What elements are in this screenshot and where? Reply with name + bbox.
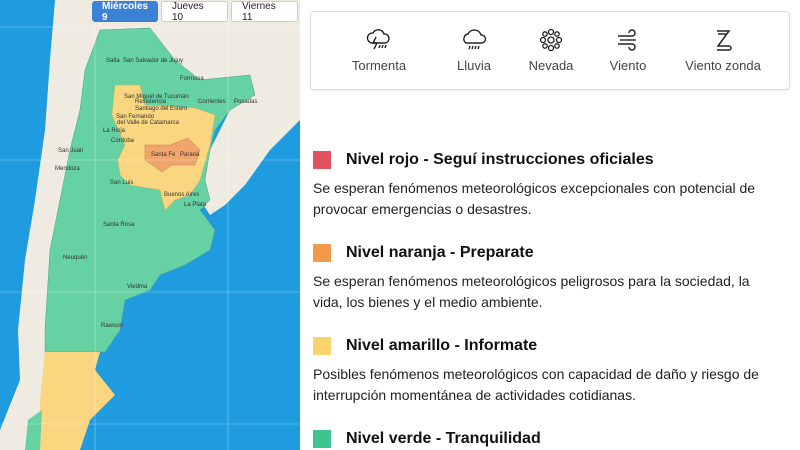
level-description: Posibles fenómenos meteorológicos con ca… <box>313 366 759 403</box>
level-description: Se esperan fenómenos meteorológicos peli… <box>313 273 750 310</box>
snow-icon <box>539 28 563 52</box>
city-label: La Rioja <box>103 128 126 134</box>
city-label: La Plata <box>184 202 207 208</box>
orange-swatch <box>313 244 331 262</box>
phenomenon-rain[interactable]: Lluvia <box>429 26 519 73</box>
city-label: Neuquén <box>63 255 87 261</box>
city-label: Resistencia <box>135 99 167 105</box>
city-label: San Luis <box>110 180 133 186</box>
city-label: San Fernando <box>116 114 155 120</box>
level-title: Nivel amarillo - Informate <box>346 337 538 354</box>
region-yellow-south <box>40 352 115 450</box>
zonda-icon <box>716 30 732 51</box>
city-label: Corrientes <box>198 99 226 105</box>
city-label: Salta <box>106 58 120 64</box>
map-svg: Salta San Salvador de Jujuy Formosa San Mig… <box>0 0 300 450</box>
city-label: Santa Fe <box>151 152 176 158</box>
phenomenon-zonda[interactable]: Viento zonda <box>678 26 768 73</box>
neighbor-land <box>0 0 300 450</box>
tab-day-2[interactable]: Jueves 10 <box>161 1 228 23</box>
region-green <box>44 27 256 353</box>
phenomenon-snow[interactable]: Nevada <box>506 26 596 73</box>
city-label: San Miguel de Tucumán <box>124 94 189 100</box>
city-label: Paraná <box>180 152 200 158</box>
city-label: Córdoba <box>111 138 135 144</box>
level-description: Se esperan fenómenos meteorológicos exce… <box>313 180 756 217</box>
tab-day-3[interactable]: Viernes 11 <box>231 1 298 23</box>
phenomenon-storm[interactable]: Tormenta <box>334 26 424 73</box>
level-title: Nivel rojo - Seguí instrucciones oficial… <box>346 151 654 168</box>
phenomenon-wind[interactable]: Viento <box>583 26 673 73</box>
city-label: San Salvador de Jujuy <box>123 58 183 64</box>
city-label: Mendoza <box>55 166 80 172</box>
rain-icon <box>463 29 487 50</box>
tab-day-1[interactable]: Miércoles 9 <box>92 1 158 23</box>
city-label: Santiago del Estero <box>135 106 188 112</box>
city-label: Santa Rosa <box>103 222 135 228</box>
day-tabs: Miércoles 9 Jueves 10 Viernes 11 <box>92 1 298 23</box>
yellow-swatch <box>313 337 331 355</box>
alert-map[interactable]: Salta San Salvador de Jujuy Formosa San Mig… <box>0 0 300 450</box>
storm-icon <box>366 29 390 50</box>
city-label: Formosa <box>180 76 204 82</box>
city-label: Rawson <box>101 323 123 329</box>
city-label: Buenos Aires <box>164 192 199 198</box>
city-label: San Juan <box>58 148 83 154</box>
level-title: Nivel verde - Tranquilidad <box>346 430 541 447</box>
green-swatch <box>313 430 331 448</box>
city-label: Viedma <box>127 284 148 290</box>
city-label: Posadas <box>234 99 257 105</box>
level-title: Nivel naranja - Preparate <box>346 244 534 261</box>
city-label: del Valle de Catamarca <box>117 120 180 126</box>
region-green-south <box>25 410 42 450</box>
red-swatch <box>313 151 331 169</box>
region-orange <box>144 137 201 173</box>
phenomena-legend: Tormenta Lluvia Nevada Viento Viento zon… <box>310 11 790 90</box>
wind-icon <box>618 29 636 51</box>
